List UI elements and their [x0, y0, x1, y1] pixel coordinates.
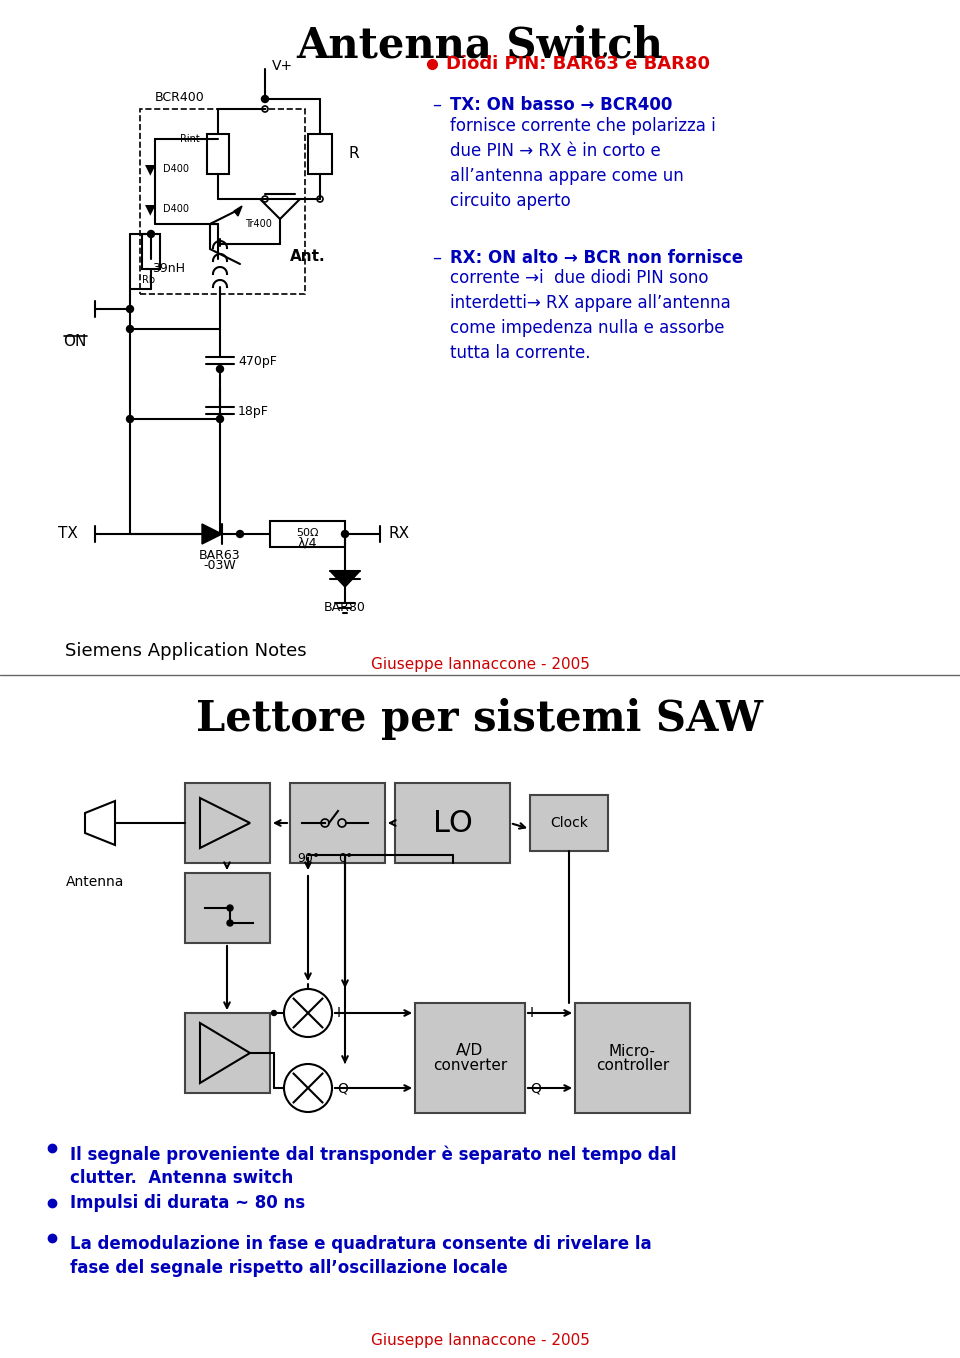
- Text: Q: Q: [337, 1081, 348, 1095]
- Text: 18pF: 18pF: [238, 405, 269, 417]
- Text: -03W: -03W: [204, 559, 236, 572]
- Circle shape: [236, 531, 244, 538]
- Text: Ant.: Ant.: [290, 249, 325, 263]
- Polygon shape: [234, 206, 242, 216]
- Text: controller: controller: [596, 1058, 669, 1073]
- Bar: [415, 1004, 525, 1114]
- Circle shape: [227, 904, 233, 911]
- Text: D400: D400: [163, 164, 189, 174]
- Text: Rb: Rb: [142, 276, 156, 285]
- Text: TX: ON basso → BCR400: TX: ON basso → BCR400: [450, 96, 672, 114]
- Text: Lettore per sistemi SAW: Lettore per sistemi SAW: [197, 698, 763, 740]
- Circle shape: [284, 1065, 332, 1112]
- Text: Antenna Switch: Antenna Switch: [297, 24, 663, 67]
- Text: La demodulazione in fase e quadratura consente di rivelare la
fase del segnale r: La demodulazione in fase e quadratura co…: [70, 1234, 652, 1277]
- Circle shape: [227, 919, 233, 926]
- Text: –: –: [432, 249, 441, 268]
- Text: I: I: [337, 1006, 341, 1020]
- Bar: [185, 1013, 270, 1093]
- Text: ▼: ▼: [145, 202, 156, 216]
- Text: I: I: [530, 1006, 534, 1020]
- Text: R: R: [348, 147, 359, 162]
- Bar: [308, 134, 332, 174]
- Text: ON: ON: [63, 334, 86, 349]
- Text: Rint: Rint: [180, 134, 200, 144]
- Text: Micro-: Micro-: [609, 1043, 656, 1058]
- Bar: [530, 794, 608, 851]
- Text: Giuseppe Iannaccone - 2005: Giuseppe Iannaccone - 2005: [371, 1332, 589, 1347]
- Text: fornisce corrente che polarizza i
due PIN → RX è in corto e
all’antenna appare c: fornisce corrente che polarizza i due PI…: [450, 117, 716, 210]
- Text: corrente →i  due diodi PIN sono
interdetti→ RX appare all’antenna
come impedenza: corrente →i due diodi PIN sono interdett…: [450, 269, 731, 363]
- Text: Q: Q: [530, 1081, 540, 1095]
- Text: ▼: ▼: [145, 162, 156, 177]
- Text: D400: D400: [163, 204, 189, 215]
- Bar: [270, 521, 345, 547]
- Text: Diodi PIN: BAR63 e BAR80: Diodi PIN: BAR63 e BAR80: [446, 56, 710, 73]
- Text: 0°: 0°: [338, 851, 352, 865]
- Circle shape: [261, 95, 269, 102]
- Text: λ/4: λ/4: [298, 536, 317, 549]
- Bar: [185, 873, 270, 942]
- Text: 39nH: 39nH: [152, 262, 185, 276]
- Bar: [290, 784, 385, 862]
- Text: A/D: A/D: [456, 1043, 484, 1058]
- Text: RX: ON alto → BCR non fornisce: RX: ON alto → BCR non fornisce: [450, 249, 743, 268]
- Circle shape: [272, 1010, 276, 1016]
- Text: Giuseppe Iannaccone - 2005: Giuseppe Iannaccone - 2005: [371, 657, 589, 672]
- Text: –: –: [432, 96, 441, 114]
- Text: BAR63: BAR63: [199, 549, 241, 562]
- Circle shape: [217, 365, 224, 372]
- Text: 470pF: 470pF: [238, 354, 276, 368]
- Text: BCR400: BCR400: [156, 91, 204, 105]
- Text: TX: TX: [59, 527, 78, 542]
- Text: converter: converter: [433, 1058, 507, 1073]
- Circle shape: [127, 326, 133, 333]
- Bar: [575, 1004, 690, 1114]
- Circle shape: [342, 531, 348, 538]
- Circle shape: [127, 306, 133, 312]
- Text: Tr400: Tr400: [245, 219, 272, 230]
- Bar: [185, 784, 270, 862]
- Bar: [142, 234, 160, 269]
- Text: LO: LO: [433, 808, 472, 838]
- Bar: [140, 109, 305, 293]
- Circle shape: [127, 416, 133, 422]
- Text: Impulsi di durata ~ 80 ns: Impulsi di durata ~ 80 ns: [70, 1194, 305, 1211]
- Text: 50Ω: 50Ω: [296, 528, 319, 538]
- Text: RX: RX: [388, 527, 409, 542]
- Bar: [207, 134, 229, 174]
- Text: Antenna: Antenna: [66, 875, 124, 889]
- Polygon shape: [202, 524, 222, 545]
- Text: V+: V+: [272, 58, 293, 73]
- Text: BAR80: BAR80: [324, 602, 366, 614]
- Text: Siemens Application Notes: Siemens Application Notes: [65, 642, 306, 660]
- Circle shape: [217, 416, 224, 422]
- Polygon shape: [330, 570, 360, 587]
- Circle shape: [284, 989, 332, 1038]
- Text: Clock: Clock: [550, 816, 588, 830]
- Circle shape: [148, 231, 155, 238]
- Text: 90°: 90°: [297, 851, 319, 865]
- Text: Il segnale proveniente dal transponder è separato nel tempo dal
clutter.  Antenn: Il segnale proveniente dal transponder è…: [70, 1145, 677, 1187]
- Bar: [395, 784, 510, 862]
